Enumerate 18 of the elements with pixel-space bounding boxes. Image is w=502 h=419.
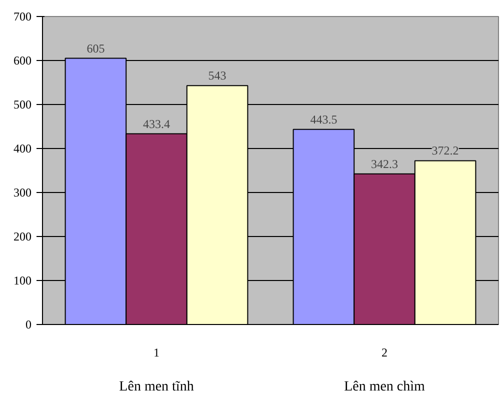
data-label: 543 xyxy=(208,68,226,83)
y-tick-label: 600 xyxy=(14,54,32,68)
y-tick-label: 400 xyxy=(14,142,32,156)
data-label: 372.2 xyxy=(432,144,459,158)
data-label: 605 xyxy=(86,41,105,56)
y-tick-label: 700 xyxy=(14,10,32,24)
x-tick-label: 1 xyxy=(154,346,160,360)
x-tick-label: 2 xyxy=(382,346,388,360)
data-label: 342.3 xyxy=(371,156,398,171)
y-tick-label: 0 xyxy=(26,318,32,332)
y-tick-label: 100 xyxy=(14,274,32,288)
data-label: 443.5 xyxy=(310,112,338,126)
y-tick-label: 500 xyxy=(14,98,32,112)
y-tick-label: 200 xyxy=(14,230,32,244)
y-tick-label: 300 xyxy=(14,186,32,200)
text: Lên men chìm xyxy=(344,380,426,394)
text: Lên men tĩnh xyxy=(119,380,194,394)
data-label: 433.4 xyxy=(143,116,170,131)
